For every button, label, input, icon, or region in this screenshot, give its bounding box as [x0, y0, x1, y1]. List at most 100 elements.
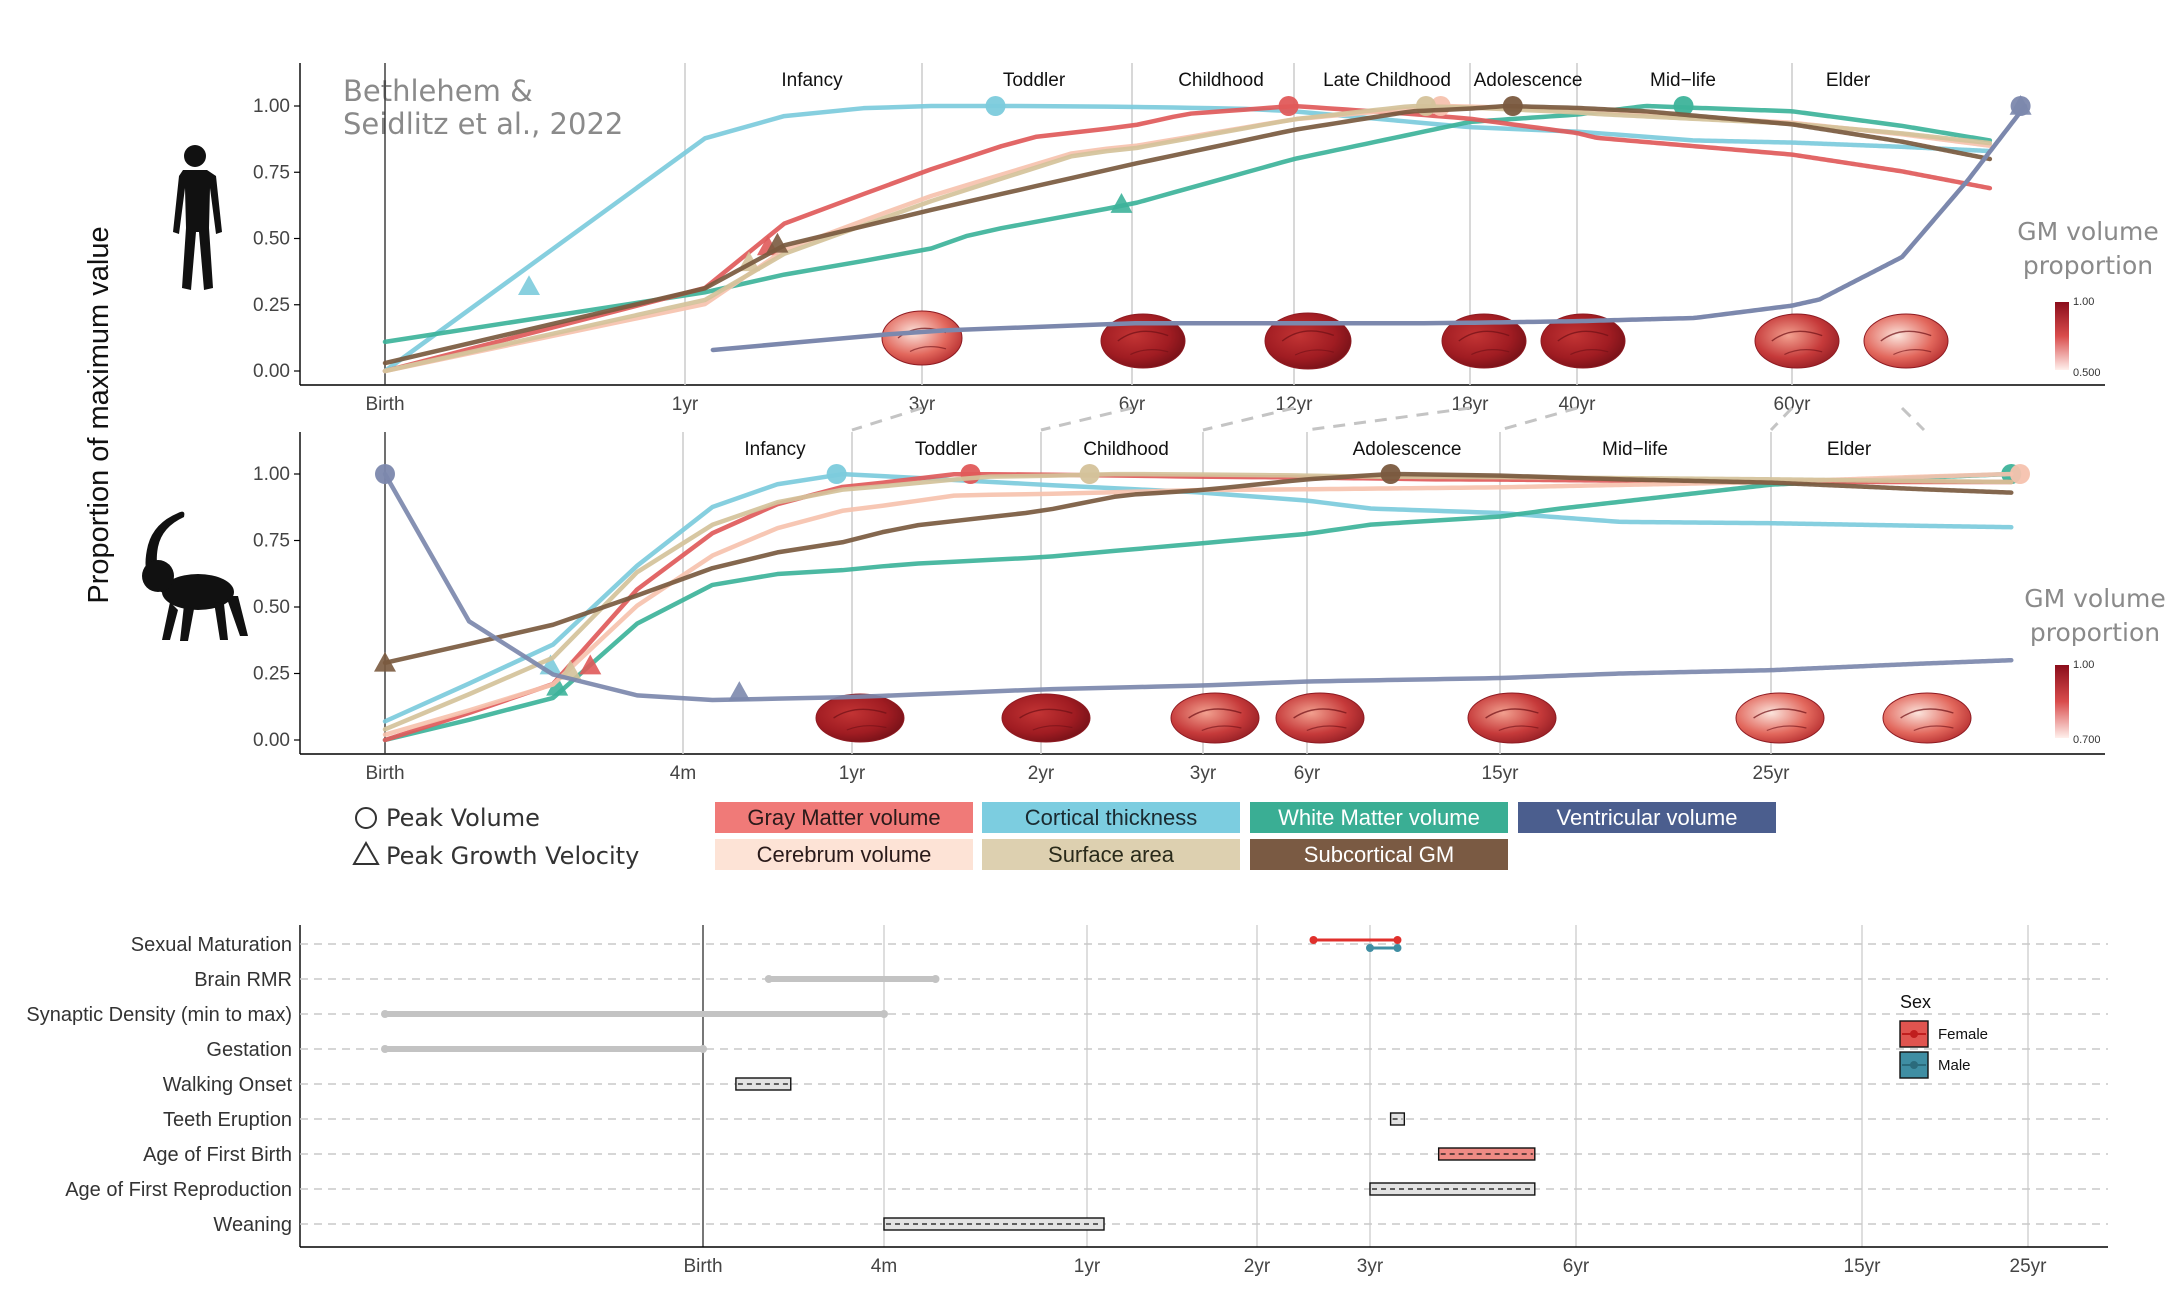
- citation-line-2: Seidlitz et al., 2022: [343, 107, 623, 141]
- citation: Bethlehem & Seidlitz et al., 2022: [343, 74, 623, 141]
- peak-volume-marker: [2010, 464, 2030, 484]
- x-tick-label: 60yr: [1774, 394, 1812, 415]
- peak-volume-marker: [826, 464, 847, 484]
- milestone-label-gestation: Gestation: [206, 1039, 292, 1061]
- series-surface-area: [382, 96, 1993, 374]
- range-start-dot: [381, 1045, 389, 1053]
- series-subcortical-gm: [374, 464, 2014, 672]
- legend-label: White Matter volume: [1278, 805, 1480, 830]
- peak-velocity-marker: [559, 659, 582, 680]
- legend-peak-volume: Peak Volume: [355, 804, 540, 832]
- legend-swatch: [982, 802, 1240, 833]
- colorbar-macaque-min: 0.700: [2073, 734, 2101, 746]
- x-tick-label: 6yr: [1563, 1256, 1590, 1277]
- x-tick-label: 25yr: [1753, 763, 1791, 784]
- legend-swatch: [1518, 802, 1776, 833]
- stage-label-mid-life: Mid−life: [1602, 439, 1668, 460]
- x-tick-label: 3yr: [1190, 763, 1217, 784]
- range-end-dot: [880, 1010, 888, 1018]
- milestone-range-age-of-first-birth: [1437, 1147, 1536, 1161]
- peak-velocity-marker: [579, 654, 602, 675]
- peak-velocity-marker: [1110, 193, 1133, 213]
- range-start-dot: [1366, 944, 1374, 952]
- stage-label-mid-life: Mid−life: [1650, 70, 1716, 91]
- legend-swatch: [1250, 802, 1508, 833]
- series-line: [382, 471, 2014, 724]
- milestone-label-walking-onset: Walking Onset: [163, 1074, 293, 1096]
- x-tick-label: Birth: [683, 1256, 722, 1277]
- x-tick-label: 18yr: [1452, 394, 1490, 415]
- range-start-dot: [381, 1010, 389, 1018]
- milestone-range-walking-onset: [735, 1077, 792, 1091]
- peak-volume-marker: [985, 96, 1006, 116]
- legend-item-white-matter-volume: White Matter volume: [1250, 802, 1508, 833]
- sex-legend-item-female: Female: [1899, 1020, 1988, 1048]
- macaque-icon: [142, 511, 248, 641]
- x-tick-label: 4m: [871, 1256, 897, 1277]
- legend-label: Subcortical GM: [1304, 842, 1454, 867]
- series-line: [382, 103, 1993, 374]
- age-connector: [1499, 406, 1578, 432]
- range-end-dot: [931, 975, 940, 983]
- range-end-dot: [699, 1045, 707, 1053]
- x-tick-label: 1yr: [672, 394, 699, 415]
- colorbar-macaque-max: 1.00: [2073, 659, 2094, 671]
- x-tick-label: 2yr: [1244, 1256, 1271, 1277]
- legend-swatch: [982, 839, 1240, 870]
- brain-map-image: [1882, 692, 1972, 744]
- milestone-label-synaptic-density-min-to-max: Synaptic Density (min to max): [26, 1004, 292, 1026]
- x-tick-label: 6yr: [1294, 763, 1321, 784]
- legend-item-ventricular-volume: Ventricular volume: [1518, 802, 1776, 833]
- peak-volume-marker: [1502, 96, 1523, 116]
- sex-legend: Sex Female Male: [1899, 992, 1988, 1079]
- brain-map-image: [1441, 313, 1527, 369]
- x-tick-label: 2yr: [1028, 763, 1055, 784]
- series-ventricular-volume: [382, 95, 2032, 374]
- milestone-range-synaptic-density-min-to-max: [381, 1010, 888, 1018]
- legend-item-cortical-thickness: Cortical thickness: [982, 802, 1240, 833]
- series-line: [382, 103, 1993, 366]
- range-box: [735, 1077, 792, 1091]
- range-end-dot: [1393, 944, 1402, 952]
- brain-map-image: [815, 693, 905, 743]
- series-subcortical-gm: [382, 96, 1993, 366]
- age-connector: [1202, 406, 1295, 432]
- series-line: [382, 471, 2014, 666]
- age-connector: [1769, 406, 1794, 432]
- sex-legend-title: Sex: [1900, 992, 1931, 1012]
- peak-volume-marker: [2010, 96, 2031, 116]
- colorbar-human: 1.00 0.500: [2055, 296, 2101, 379]
- y-tick-label: 0.00: [253, 730, 290, 751]
- peak-velocity-marker: [518, 275, 540, 295]
- legend-item-subcortical-gm: Subcortical GM: [1250, 839, 1508, 870]
- milestone-label-age-of-first-birth: Age of First Birth: [143, 1144, 292, 1166]
- series-line: [382, 103, 1993, 374]
- y-tick-label: 1.00: [253, 464, 290, 485]
- milestones-panel: Birth 4m 1yr 2yr 3yr 6yr 15yr 25yr Sexual Matura…: [26, 925, 2108, 1277]
- peak-volume-marker: [375, 464, 395, 484]
- brain-map-image: [1735, 692, 1825, 744]
- age-connector: [1040, 406, 1133, 432]
- legend-label: Cerebrum volume: [757, 842, 932, 867]
- milestone-label-brain-rmr: Brain RMR: [194, 969, 292, 991]
- stage-label-infancy: Infancy: [744, 439, 806, 460]
- milestone-range-gestation: [381, 1045, 707, 1053]
- sex-legend-item-male: Male: [1899, 1051, 1971, 1079]
- milestone-label-sexual-maturation: Sexual Maturation: [131, 934, 292, 956]
- y-tick-label: 0.50: [253, 597, 290, 618]
- brain-map-image: [1754, 313, 1840, 369]
- milestone-range-teeth-eruption: [1389, 1112, 1406, 1126]
- milestone-range-brain-rmr: [764, 975, 940, 983]
- legend-item-surface-area: Surface area: [982, 839, 1240, 870]
- stage-label-elder: Elder: [1827, 439, 1872, 460]
- range-start-dot: [1309, 936, 1318, 944]
- brain-map-image: [881, 310, 963, 366]
- series-line: [382, 103, 1993, 374]
- stage-label-infancy: Infancy: [781, 70, 843, 91]
- x-tick-label: 40yr: [1559, 394, 1597, 415]
- x-tick-label: 25yr: [2010, 1256, 2048, 1277]
- sex-legend-label: Female: [1938, 1026, 1988, 1043]
- range-start-dot: [764, 975, 773, 983]
- series-line: [710, 103, 2028, 353]
